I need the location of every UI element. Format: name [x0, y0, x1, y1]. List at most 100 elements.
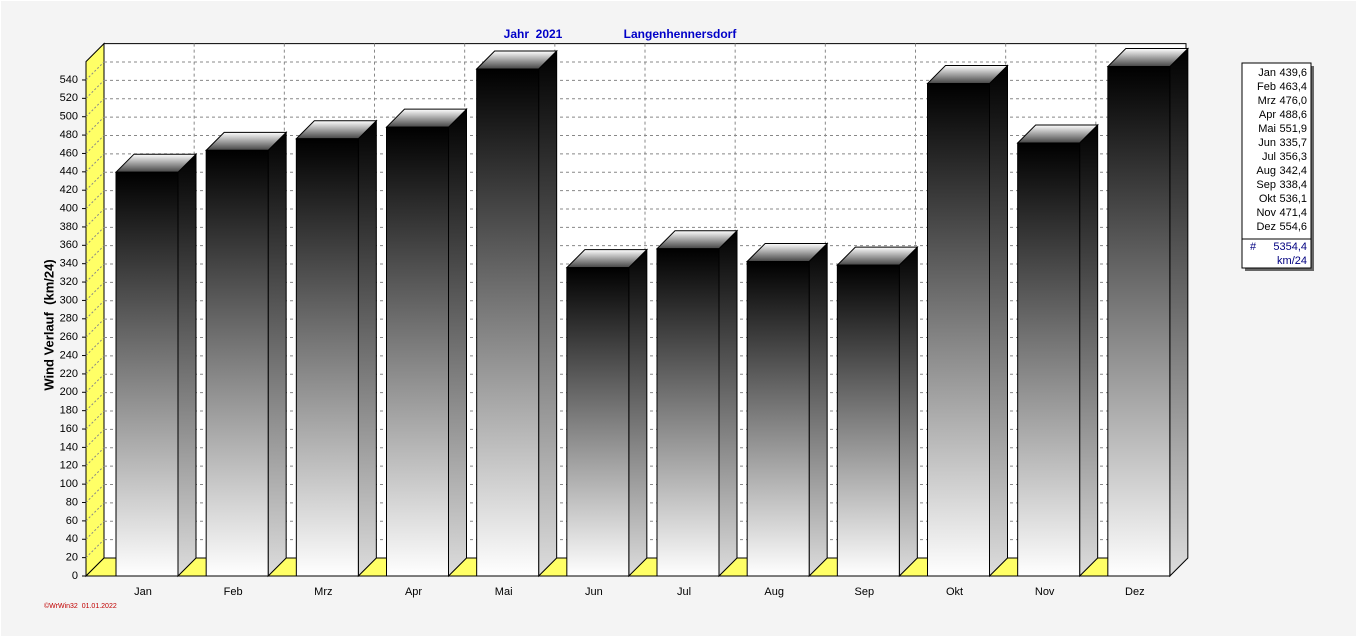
total-unit: km/24 [1277, 255, 1307, 267]
y-tick-label: 280 [60, 313, 78, 325]
wall-grid-line [85, 226, 105, 246]
wall-grid-line [85, 337, 105, 356]
bar-front [1017, 142, 1081, 577]
wall-grid-line [85, 484, 105, 503]
y-tick-label: 20 [66, 552, 78, 564]
wall-grid-line [85, 79, 105, 99]
legend-value: 476,0 [1279, 95, 1307, 107]
x-tick-label: Aug [764, 586, 784, 598]
wall-grid-line [85, 539, 105, 558]
bar [475, 49, 558, 578]
x-tick-label: Sep [855, 586, 875, 598]
y-axis-label: Wind Verlauf (km/24) [41, 259, 56, 390]
legend-label: Mrz [1258, 95, 1276, 107]
legend-label: Jul [1262, 151, 1276, 163]
y-tick-label: 40 [66, 533, 78, 545]
wall-grid-line [85, 208, 105, 228]
bar-front [927, 83, 990, 577]
y-tick-label: 120 [60, 460, 78, 472]
wall-grid-line [85, 447, 105, 467]
legend-value: 463,4 [1279, 81, 1307, 93]
bar-side [989, 64, 1008, 578]
bar [1106, 47, 1190, 578]
y-tick-label: 540 [60, 74, 78, 86]
x-tick-label: Jun [585, 586, 603, 598]
wall-grid-line [85, 392, 105, 412]
legend-value: 554,6 [1279, 221, 1307, 233]
legend-label: Mai [1258, 123, 1276, 135]
legend-value: 439,6 [1279, 67, 1307, 79]
bar [836, 245, 919, 578]
total-value: 5354,4 [1273, 241, 1307, 253]
bar [565, 248, 649, 578]
wall-grid-line [85, 98, 105, 118]
legend-value: 335,7 [1279, 137, 1307, 149]
bar-front [566, 267, 630, 577]
y-tick-label: 520 [60, 92, 78, 104]
y-tick-label: 100 [60, 478, 78, 490]
x-tick-label: Jul [677, 586, 691, 598]
y-tick-label: 320 [60, 276, 78, 288]
legend-label: Dez [1256, 221, 1276, 233]
y-tick-label: 440 [60, 166, 78, 178]
legend-label: Jun [1258, 137, 1276, 149]
wall-grid-line [85, 318, 105, 338]
y-tick-label: 420 [60, 184, 78, 196]
legend-value: 488,6 [1279, 109, 1307, 121]
legend-value: 338,4 [1279, 179, 1307, 191]
bar-front [295, 138, 359, 577]
chart-subtitle: Langenhennersdorf [624, 27, 738, 41]
x-tick-label: Apr [405, 586, 422, 598]
bar [745, 242, 829, 578]
bar-side [267, 131, 287, 578]
wall-grid-line [85, 502, 105, 522]
footer: ©WrWin32 01.01.2022 [44, 602, 117, 610]
bar-side [538, 49, 558, 578]
legend-label: Aug [1256, 165, 1276, 177]
legend-label: Okt [1259, 193, 1276, 205]
y-tick-label: 260 [60, 331, 78, 343]
y-tick-label: 400 [60, 202, 78, 214]
wall-grid-line [85, 373, 105, 393]
y-tick-label: 180 [60, 405, 78, 417]
legend-label: Apr [1259, 109, 1276, 121]
bar [655, 229, 739, 578]
y-tick-label: 220 [60, 368, 78, 380]
x-tick-label: Mrz [314, 586, 332, 598]
bar-side [628, 248, 648, 578]
x-tick-label: Feb [224, 586, 243, 598]
wall-grid-line [85, 520, 105, 540]
bar [385, 107, 468, 578]
wall-grid-line [85, 300, 105, 320]
bar-side [808, 242, 828, 578]
y-tick-label: 0 [72, 570, 78, 582]
wall-grid-line [85, 190, 105, 209]
bar-front [836, 264, 900, 577]
legend-value: 536,1 [1279, 193, 1307, 205]
bar [295, 119, 378, 578]
wall-grid-line [85, 245, 105, 265]
wall-grid-line [85, 116, 105, 136]
x-tick-label: Mai [495, 586, 513, 598]
bar-side [357, 119, 377, 578]
bar [114, 152, 198, 578]
legend-value: 471,4 [1279, 207, 1307, 219]
wall-grid-line [85, 171, 105, 191]
y-tick-label: 500 [60, 111, 78, 123]
x-tick-label: Jan [134, 586, 152, 598]
legend-label: Sep [1256, 179, 1276, 191]
wall-grid-line [85, 263, 105, 283]
x-tick-label: Nov [1035, 586, 1055, 598]
y-tick-label: 140 [60, 441, 78, 453]
legend-box [1241, 62, 1312, 269]
wall-grid-line [85, 153, 105, 173]
y-tick-label: 460 [60, 147, 78, 159]
wall-grid-line [85, 355, 105, 375]
bar [926, 64, 1009, 578]
bar-front [115, 171, 179, 577]
chart-title: Jahr 2021 [504, 27, 563, 41]
y-tick-label: 240 [60, 349, 78, 361]
y-tick-label: 360 [60, 239, 78, 251]
y-tick-label: 160 [60, 423, 78, 435]
bar-front [656, 248, 720, 577]
